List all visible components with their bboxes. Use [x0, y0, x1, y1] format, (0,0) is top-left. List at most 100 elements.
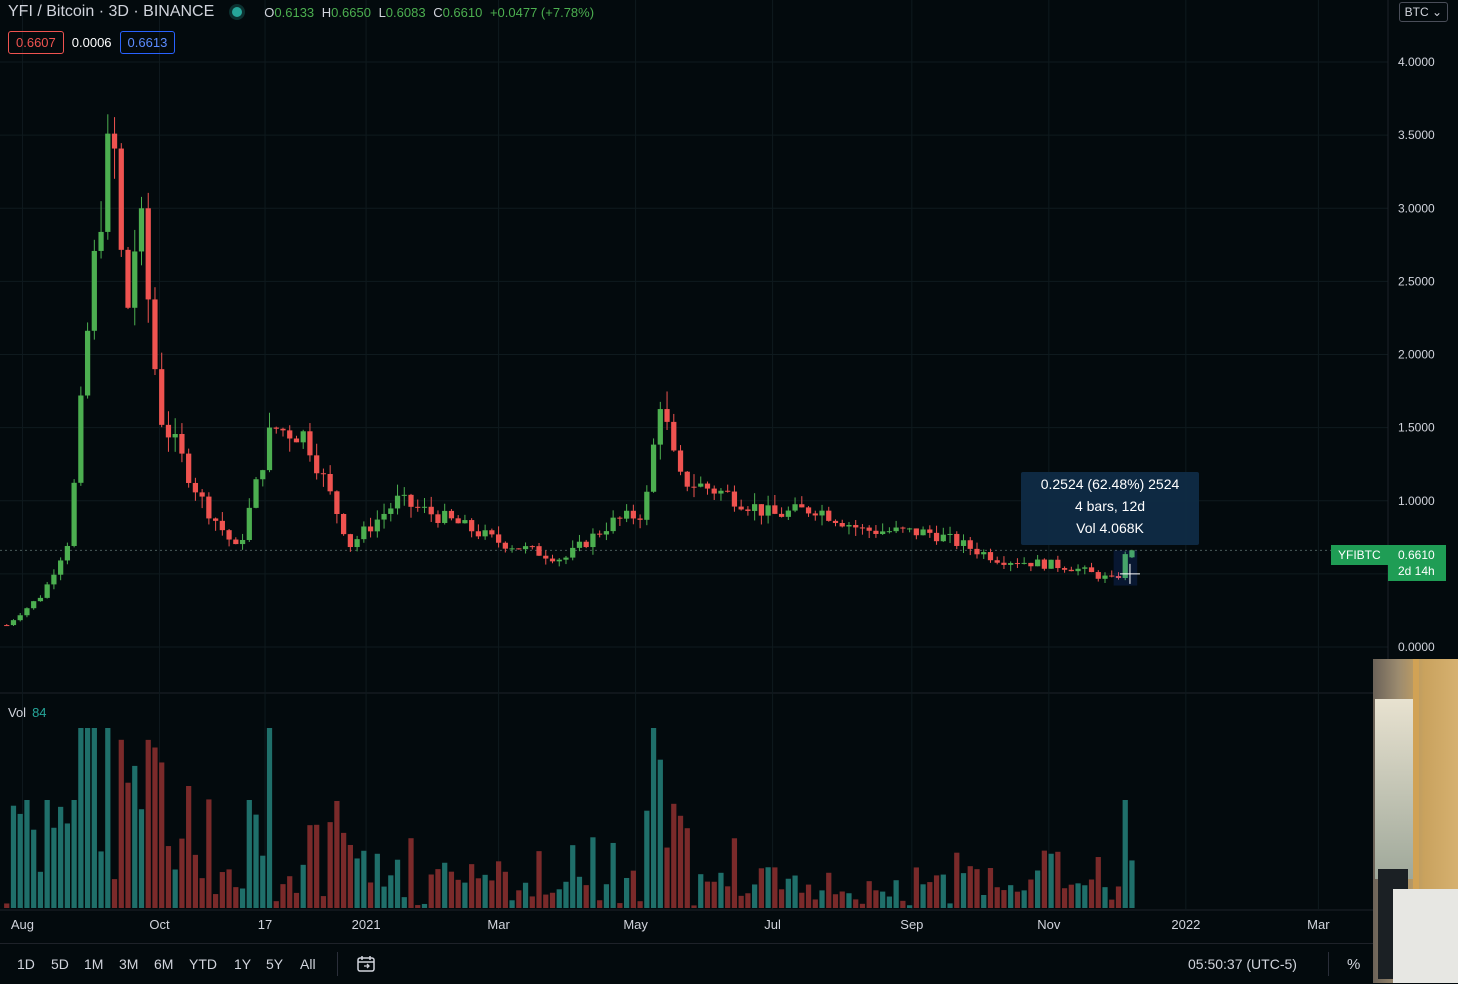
candle-body	[1075, 568, 1081, 572]
candle-body	[253, 479, 259, 508]
symbol-title[interactable]: YFI / Bitcoin · 3D · BINANCE	[8, 3, 215, 20]
range-all-button[interactable]: All	[300, 956, 316, 972]
webcam-overlay	[1373, 659, 1458, 983]
candle-body	[752, 504, 758, 511]
volume-bar	[933, 875, 940, 908]
volume-bar	[994, 887, 1000, 908]
candle-body	[394, 495, 401, 509]
candle-body	[826, 510, 832, 521]
candle-body	[462, 520, 468, 524]
volume-bar	[71, 800, 77, 908]
volume-bar	[677, 815, 684, 908]
volume-bar	[1109, 899, 1115, 908]
price-tick-label: 4.0000	[1398, 55, 1435, 69]
volume-bar	[927, 882, 933, 908]
candle-body	[37, 597, 44, 602]
currency-dropdown[interactable]: BTC ⌄	[1398, 2, 1448, 22]
candle-body	[590, 533, 596, 548]
volume-bar	[206, 799, 212, 908]
volume-bar	[24, 800, 30, 908]
candle-body	[772, 505, 778, 514]
time-tick-label: 2021	[352, 917, 381, 932]
last-price-tag: 0.6610 2d 14h	[1388, 545, 1446, 581]
range-6m-button[interactable]: 6M	[154, 956, 174, 972]
buy-price-button[interactable]: 0.6613	[119, 31, 176, 54]
volume-bar	[1055, 851, 1061, 908]
time-tick-label: Sep	[900, 917, 923, 932]
measure-box	[1113, 550, 1138, 586]
price-candles	[4, 114, 1140, 627]
volume-bar	[4, 903, 10, 908]
candle-body	[994, 560, 1000, 563]
volume-bar	[125, 782, 131, 908]
candle-body	[873, 530, 879, 534]
time-tick-label: Oct	[149, 917, 170, 932]
clock-readout[interactable]: 05:50:37 (UTC-5)	[1188, 956, 1297, 972]
candle-body	[51, 574, 57, 585]
range-ytd-button[interactable]: YTD	[189, 956, 217, 972]
volume-bar	[502, 871, 508, 908]
candle-body	[617, 517, 623, 519]
volume-bar	[1014, 891, 1021, 908]
candle-body	[974, 548, 980, 555]
volume-bar	[893, 880, 899, 908]
candle-body	[853, 525, 859, 528]
volume-bar	[199, 878, 205, 908]
range-1m-button[interactable]: 1M	[84, 956, 104, 972]
volume-bar	[1088, 879, 1095, 908]
candle-body	[967, 540, 973, 549]
volume-bar	[778, 889, 785, 908]
candle-body	[428, 506, 434, 515]
candle-body	[179, 433, 185, 454]
volume-bar	[219, 872, 225, 908]
volume-bar	[536, 851, 542, 908]
candlestick-chart[interactable]: 4.0000 3.5000 3.0000 2.5000 2.0000 1.5000 1.00…	[0, 0, 1458, 943]
percent-scale-toggle[interactable]: %	[1347, 956, 1361, 973]
volume-bar	[1001, 890, 1007, 908]
range-1d-button[interactable]: 1D	[17, 956, 35, 972]
volume-bar	[273, 901, 279, 908]
volume-bar	[603, 884, 610, 908]
price-tick-label: 1.0000	[1398, 494, 1435, 508]
calendar-goto-icon[interactable]	[356, 955, 376, 973]
volume-bar	[731, 838, 738, 908]
candle-body	[132, 251, 138, 308]
candle-body	[1129, 550, 1135, 558]
volume-bar	[576, 876, 583, 908]
range-3m-button[interactable]: 3M	[119, 956, 139, 972]
volume-bar	[341, 832, 347, 908]
candle-body	[819, 510, 825, 516]
sell-price-button[interactable]: 0.6607	[8, 31, 64, 54]
bid-ask-row: 0.6607 0.0006 0.6613	[8, 31, 176, 54]
candle-body	[374, 519, 380, 532]
range-5y-button[interactable]: 5Y	[266, 956, 284, 972]
volume-bar	[381, 886, 387, 908]
volume-bar	[212, 894, 219, 908]
volume-bar	[509, 900, 515, 908]
volume-bar	[711, 881, 717, 908]
candle-body	[792, 504, 798, 511]
market-status-icon	[232, 7, 243, 17]
volume-bar	[590, 837, 596, 908]
candle-body	[1122, 554, 1128, 579]
range-1y-button[interactable]: 1Y	[234, 956, 252, 972]
last-price: 0.6610	[1398, 548, 1435, 562]
close-value: 0.6610	[442, 4, 483, 20]
volume-bar	[260, 855, 266, 908]
range-5d-button[interactable]: 5D	[51, 956, 69, 972]
candle-body	[192, 482, 199, 493]
candle-body	[1035, 559, 1041, 567]
volume-bar	[320, 896, 327, 908]
volume-bar	[624, 877, 630, 908]
volume-bar	[691, 905, 697, 908]
price-tick-label: 2.5000	[1398, 274, 1435, 288]
volume-bar	[725, 886, 731, 908]
volume-bar	[415, 905, 421, 908]
volume-bar	[462, 882, 468, 908]
volume-bar	[1028, 879, 1034, 908]
candle-body	[448, 510, 455, 519]
toolbar-divider	[337, 952, 338, 976]
volume-bar	[785, 878, 791, 908]
price-axis: 4.0000 3.5000 3.0000 2.5000 2.0000 1.5000 1.00…	[1398, 55, 1435, 654]
candle-body	[421, 506, 428, 508]
